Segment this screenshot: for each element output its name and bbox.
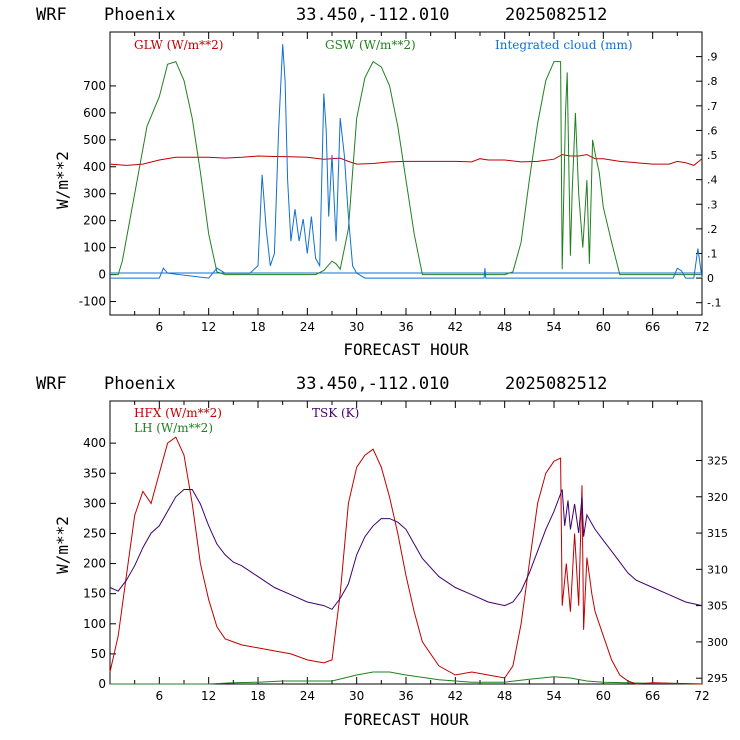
x-tick-label: 12 <box>201 320 216 334</box>
right-tick-label: 315 <box>707 527 728 540</box>
x-tick-label: 48 <box>497 320 512 334</box>
series-gsw-line <box>110 60 702 276</box>
right-tick-label: 0 <box>707 272 714 285</box>
legend-cloud: Integrated cloud (mm) <box>495 38 633 52</box>
header-coords: 33.450,-112.010 <box>296 5 450 25</box>
header-location: Phoenix <box>104 374 176 394</box>
right-tick-label: -.1 <box>707 297 721 310</box>
left-tick-label: -100 <box>79 295 106 309</box>
right-tick-label: 295 <box>707 672 728 685</box>
x-tick-label: 54 <box>546 689 561 703</box>
legend-tsk: TSK (K) <box>312 406 359 420</box>
y-axis-label: W/m**2 <box>53 151 72 209</box>
right-axis: 295 300 305 310 315 320 325 <box>696 455 728 685</box>
left-tick-label: 0 <box>98 268 106 282</box>
left-tick-label: 600 <box>83 106 106 120</box>
x-tick-label: 42 <box>448 320 463 334</box>
series-lh-line <box>110 671 703 685</box>
x-tick-label: 72 <box>694 689 709 703</box>
x-tick-label: 72 <box>694 320 709 334</box>
x-axis-label: FORECAST HOUR <box>343 710 469 729</box>
legend-hfx: HFX (W/m**2) <box>134 406 222 420</box>
x-tick-label: 66 <box>645 689 660 703</box>
right-tick-label: .9 <box>707 51 718 64</box>
right-tick-label: 305 <box>707 600 728 613</box>
x-tick-label: 6 <box>156 320 164 334</box>
left-tick-label: 500 <box>83 133 106 147</box>
x-tick-label: 48 <box>497 689 512 703</box>
x-tick-label: 30 <box>349 689 364 703</box>
header-model: WRF <box>36 374 67 394</box>
x-tick-label: 36 <box>398 320 413 334</box>
series-hfx-line <box>109 436 703 685</box>
legend-lh: LH (W/m**2) <box>134 421 213 435</box>
right-tick-label: .4 <box>707 174 718 187</box>
right-tick-label: 310 <box>707 563 728 576</box>
x-tick-label: 60 <box>596 689 611 703</box>
right-tick-label: .7 <box>707 100 718 113</box>
left-tick-label: 350 <box>83 466 106 480</box>
x-tick-label: 18 <box>250 689 265 703</box>
left-axis: -100 0 100 200 300 400 500 600 700 <box>79 79 116 309</box>
right-tick-label: .2 <box>707 223 718 236</box>
x-tick-label: 66 <box>645 320 660 334</box>
plot-frame <box>109 400 703 685</box>
x-tick-label: 24 <box>300 320 315 334</box>
x-tick-label: 12 <box>201 689 216 703</box>
header-coords: 33.450,-112.010 <box>296 374 450 394</box>
x-tick-label: 6 <box>156 689 164 703</box>
left-tick-label: 300 <box>83 187 106 201</box>
right-axis: -.1 0 .1 .2 .3 .4 .5 .6 .7 .8 .9 <box>696 51 721 310</box>
x-tick-label: 24 <box>300 689 315 703</box>
series-glw-line <box>109 154 703 166</box>
header-init-time: 2025082512 <box>505 374 607 394</box>
series-cloud-line <box>110 44 703 279</box>
series-tsk-line <box>109 489 703 610</box>
chart-panel-radiation: WRF Phoenix 33.450,-112.010 2025082512 G… <box>36 5 721 359</box>
x-tick-label: 42 <box>448 689 463 703</box>
left-tick-label: 100 <box>83 617 106 631</box>
left-tick-label: 200 <box>83 214 106 228</box>
right-tick-label: .5 <box>707 149 718 162</box>
left-tick-label: 400 <box>83 436 106 450</box>
right-tick-label: 325 <box>707 455 728 468</box>
left-tick-label: 50 <box>91 647 106 661</box>
left-tick-label: 250 <box>83 526 106 540</box>
legend-glw: GLW (W/m**2) <box>134 38 223 52</box>
x-axis: 6 12 18 24 30 36 42 48 54 60 66 72 <box>134 32 710 334</box>
x-tick-label: 36 <box>398 689 413 703</box>
right-tick-label: .6 <box>707 124 718 137</box>
left-tick-label: 700 <box>83 79 106 93</box>
left-tick-label: 150 <box>83 587 106 601</box>
header-init-time: 2025082512 <box>505 5 607 25</box>
right-tick-label: 320 <box>707 491 728 504</box>
left-tick-label: 400 <box>83 160 106 174</box>
x-tick-label: 54 <box>546 320 561 334</box>
left-tick-label: 100 <box>83 241 106 255</box>
y-axis-label: W/m**2 <box>53 516 72 574</box>
left-tick-label: 0 <box>98 677 106 691</box>
legend-gsw: GSW (W/m**2) <box>325 38 416 52</box>
header-location: Phoenix <box>104 5 176 25</box>
right-tick-label: 300 <box>707 636 728 649</box>
x-axis: 6 12 18 24 30 36 42 48 54 60 66 72 <box>134 401 710 703</box>
header-model: WRF <box>36 5 67 25</box>
x-tick-label: 30 <box>349 320 364 334</box>
chart-panel-fluxes: WRF Phoenix 33.450,-112.010 2025082512 H… <box>36 374 728 729</box>
x-tick-label: 18 <box>250 320 265 334</box>
right-tick-label: .8 <box>707 75 718 88</box>
left-axis: 0 50 100 150 200 250 300 350 400 <box>83 436 116 691</box>
left-tick-label: 300 <box>83 496 106 510</box>
right-tick-label: .1 <box>707 247 718 260</box>
x-tick-label: 60 <box>596 320 611 334</box>
left-tick-label: 200 <box>83 557 106 571</box>
x-axis-label: FORECAST HOUR <box>343 340 469 359</box>
right-tick-label: .3 <box>707 198 718 211</box>
